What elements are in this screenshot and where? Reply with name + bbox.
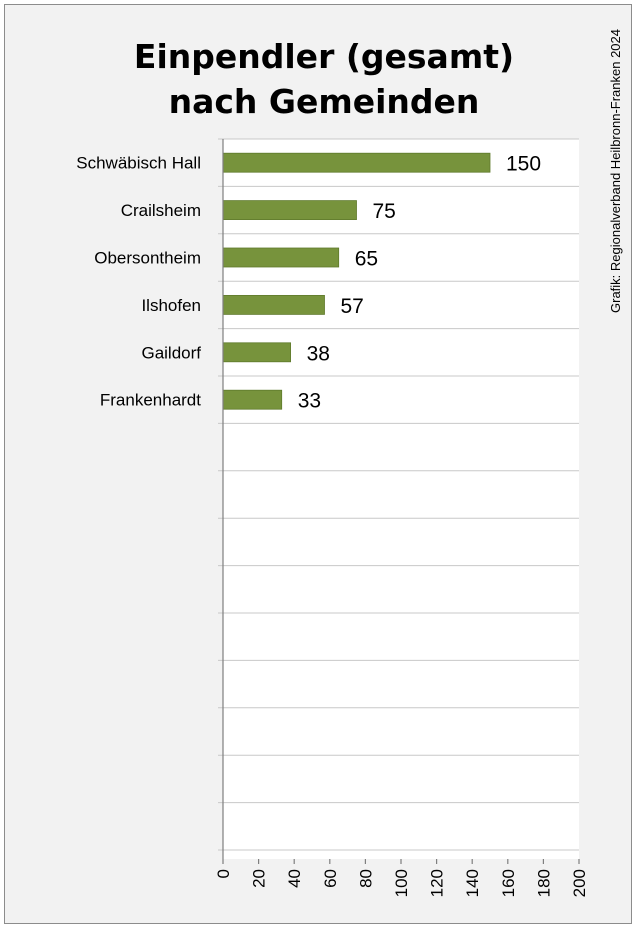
x-tick-label: 120 bbox=[428, 869, 447, 897]
bar bbox=[222, 200, 357, 221]
category-label: Frankenhardt bbox=[100, 391, 201, 410]
data-label: 38 bbox=[307, 342, 330, 365]
bar bbox=[222, 342, 291, 363]
x-tick-label: 60 bbox=[321, 869, 340, 888]
x-tick-label: 140 bbox=[463, 869, 482, 897]
data-labels: 150 75 65 57 38 33 bbox=[298, 153, 541, 413]
x-tick-label: 180 bbox=[534, 869, 553, 897]
bar bbox=[222, 389, 283, 410]
x-tick-label: 100 bbox=[392, 869, 411, 897]
category-label: Schwäbisch Hall bbox=[76, 154, 201, 173]
bar bbox=[222, 294, 325, 315]
data-label: 150 bbox=[506, 153, 541, 176]
data-label: 33 bbox=[298, 390, 321, 413]
gridlines bbox=[218, 138, 579, 851]
x-tick-label: 0 bbox=[214, 869, 233, 878]
x-tick-labels: 0 20 40 60 80 100 120 140 160 180 200 bbox=[214, 859, 589, 897]
chart-frame: Einpendler (gesamt) nach Gemeinden Schwä… bbox=[4, 4, 632, 924]
bars bbox=[222, 152, 491, 410]
source-credit: Grafik: Regionalverband Heilbronn-Franke… bbox=[608, 29, 623, 313]
category-label: Ilshofen bbox=[141, 296, 201, 315]
bar-chart: Einpendler (gesamt) nach Gemeinden Schwä… bbox=[76, 29, 623, 897]
data-label: 75 bbox=[373, 200, 396, 223]
x-tick-label: 40 bbox=[285, 869, 304, 888]
x-tick-label: 160 bbox=[499, 869, 518, 897]
data-label: 57 bbox=[341, 295, 364, 318]
category-label: Obersontheim bbox=[94, 249, 201, 268]
x-tick-label: 200 bbox=[570, 869, 589, 897]
chart-title-line-2: nach Gemeinden bbox=[169, 82, 480, 121]
bar bbox=[222, 152, 491, 173]
bar bbox=[222, 247, 340, 268]
data-label: 65 bbox=[355, 248, 378, 271]
x-tick-label: 20 bbox=[250, 869, 269, 888]
x-tick-label: 80 bbox=[356, 869, 375, 888]
plot-area bbox=[223, 139, 579, 859]
category-label: Gaildorf bbox=[141, 343, 201, 362]
chart-title-line-1: Einpendler (gesamt) bbox=[134, 37, 514, 76]
category-labels: Schwäbisch Hall Crailsheim Obersontheim Ils… bbox=[76, 154, 201, 410]
category-label: Crailsheim bbox=[121, 201, 201, 220]
